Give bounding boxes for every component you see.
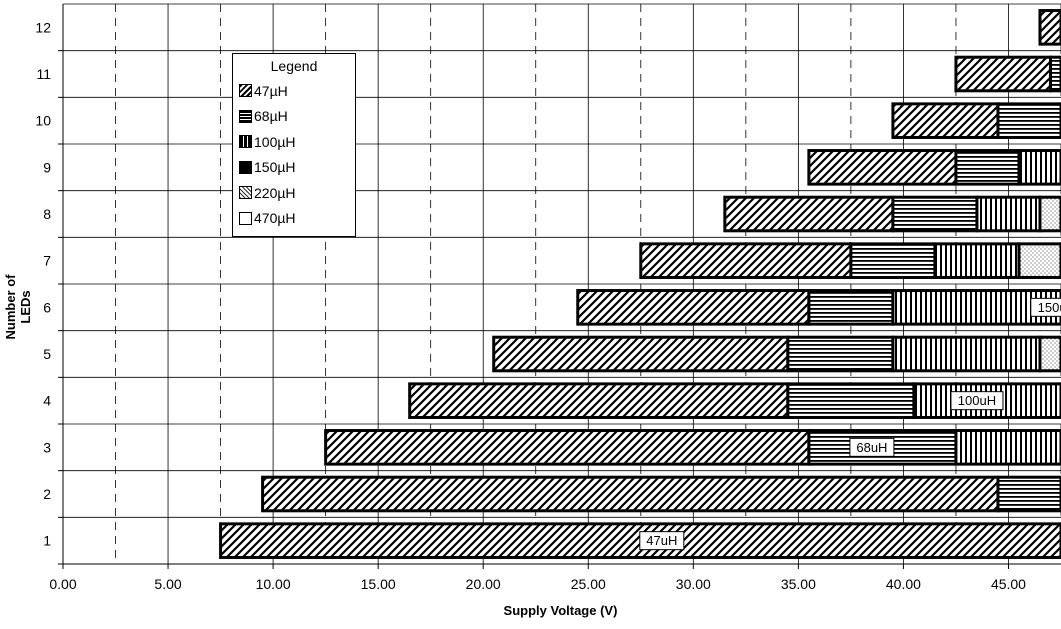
legend-items: 47µH 68µH 100µH 150µH 220µH 470µH	[233, 78, 355, 231]
bar-segment-220uH	[1038, 195, 1061, 233]
legend-box: Legend 47µH 68µH 100µH 150µH 220µH 470µH	[232, 53, 356, 237]
bar-segment-47uH	[408, 382, 790, 419]
y-tick-label: 11	[36, 66, 51, 82]
y-tick-label: 4	[43, 393, 51, 409]
y-tick-label: 1	[43, 533, 51, 549]
bar-segment-47uH	[639, 242, 853, 279]
bar-segment-68uH	[891, 195, 979, 233]
legend-entry: 470µH	[233, 206, 355, 232]
axes: 0.00 5.00 10.00 15.00 20.00 25.00 30.00 35.00 40…	[35, 4, 1061, 592]
bar-segments	[219, 9, 1061, 559]
bar-segment-47uH	[576, 289, 811, 326]
annotation-label: 47uH	[646, 533, 677, 548]
y-tick-label: 12	[35, 19, 51, 35]
annotation-box	[1030, 297, 1061, 317]
legend-entry-label: 100µH	[254, 133, 296, 150]
y-tick-label: 10	[35, 113, 51, 129]
bar-segment-47uH	[891, 102, 1000, 139]
bar-segment-68uH	[786, 335, 895, 373]
bar-segment-68uH	[996, 475, 1061, 513]
y-tick-label: 8	[43, 206, 51, 222]
y-tick-label: 7	[43, 253, 51, 269]
x-tick-label: 45.00	[991, 576, 1026, 592]
bar-segment-47uH	[492, 335, 790, 373]
bar-segment-47uH	[261, 475, 1000, 513]
legend-entry: 47µH	[233, 78, 355, 104]
bar-segment-100uH	[891, 335, 1042, 373]
legend-entry-label: 470µH	[254, 210, 296, 227]
legend-entry-label: 47µH	[254, 82, 288, 99]
x-tick-label: 0.00	[49, 576, 76, 592]
bar-segment-100uH	[933, 242, 1021, 279]
bar-segment-47uH	[324, 429, 811, 466]
legend-entry: 100µH	[233, 129, 355, 155]
bar-segment-68uH	[807, 289, 895, 326]
annotation-label: 100uH	[958, 393, 996, 408]
bar-segment-47uH	[807, 149, 958, 186]
bar-segment-47uH	[1038, 9, 1061, 46]
legend-title: Legend	[270, 58, 318, 74]
x-axis-label: Supply Voltage (V)	[503, 603, 618, 618]
legend-entry: 68µH	[233, 104, 355, 130]
y-tick-label: 3	[43, 439, 51, 455]
bar-segment-68uH	[849, 242, 937, 279]
bar-segment-100uH	[954, 429, 1061, 466]
bar-segment-220uH	[1017, 242, 1061, 279]
y-tick-label: 6	[43, 299, 51, 315]
bar-segment-47uH	[723, 195, 895, 233]
y-tick-label: 2	[43, 486, 51, 502]
legend-swatch-icon	[239, 160, 252, 174]
bar-segment-68uH	[786, 382, 916, 419]
x-tick-label: 30.00	[676, 576, 711, 592]
y-axis-label: Number of LEDs	[3, 274, 33, 340]
annotation-label: 68uH	[856, 440, 887, 455]
bar-segment-68uH	[996, 102, 1061, 139]
bar-segment-100uH	[975, 195, 1042, 233]
legend-swatch-icon	[239, 186, 252, 200]
x-tick-label: 20.00	[466, 576, 501, 592]
x-tick-label: 10.00	[256, 576, 291, 592]
legend-swatch-icon	[239, 211, 252, 225]
annotation-box	[849, 437, 895, 457]
bar-annotations: 47uH 68uH 100uH 150uH	[639, 297, 1061, 551]
legend-swatch-icon	[239, 84, 252, 98]
x-tick-label: 40.00	[886, 576, 921, 592]
bar-segment-68uH	[1048, 55, 1061, 93]
annotation-label: 150uH	[1038, 300, 1061, 315]
legend-swatch-icon	[239, 109, 252, 123]
annotation-box	[950, 391, 1004, 411]
y-tick-label: 5	[43, 346, 51, 362]
y-tick-label: 9	[43, 159, 51, 175]
legend-entry: 220µH	[233, 180, 355, 206]
x-tick-label: 5.00	[154, 576, 181, 592]
legend-entry-label: 150µH	[254, 159, 296, 176]
legend-entry-label: 68µH	[254, 108, 288, 125]
x-tick-label: 35.00	[781, 576, 816, 592]
legend-swatch-icon	[239, 135, 252, 149]
x-tick-label: 25.00	[571, 576, 606, 592]
bar-segment-68uH	[954, 149, 1021, 186]
annotation-box	[639, 531, 685, 551]
legend-entry-label: 220µH	[254, 184, 296, 201]
bar-segment-47uH	[954, 55, 1052, 93]
bar-segment-100uH	[1017, 149, 1061, 186]
x-tick-label: 15.00	[361, 576, 396, 592]
bar-segment-220uH	[1038, 335, 1061, 373]
legend-entry: 150µH	[233, 155, 355, 181]
grid-lines	[63, 3, 1061, 565]
